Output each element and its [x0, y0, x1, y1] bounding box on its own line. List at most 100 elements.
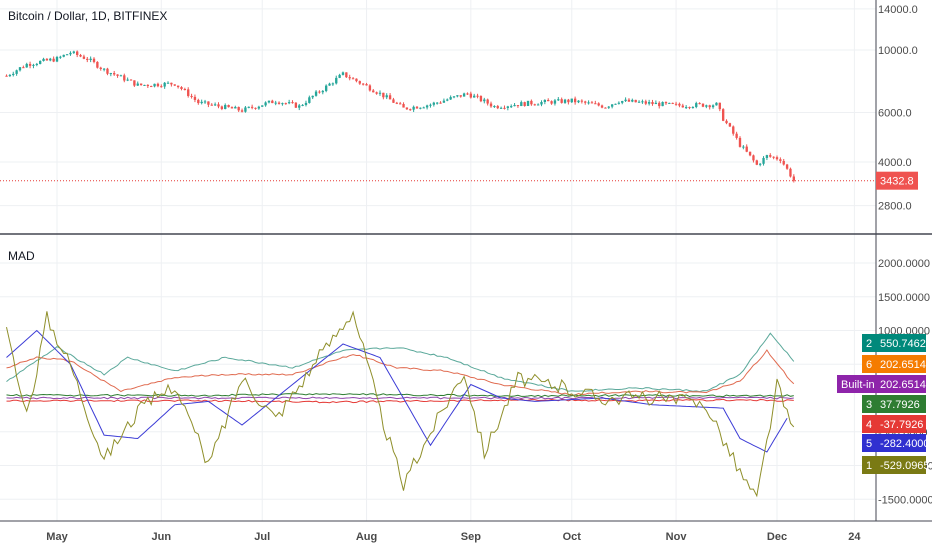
candle-body: [718, 102, 721, 110]
time-tick-label: 24: [848, 531, 861, 543]
candle-body: [86, 58, 89, 60]
candle-body: [705, 105, 708, 107]
candle-body: [651, 102, 654, 105]
candle-body: [298, 105, 301, 108]
candle-body: [264, 102, 267, 106]
indicator-tick-label: -1500.0000: [878, 494, 932, 506]
mad-series-1: [6, 310, 795, 498]
candle-body: [348, 77, 351, 79]
candle-body: [119, 75, 123, 77]
candle-body: [99, 67, 102, 69]
indicator-badge-3: 3 37.7926: [862, 395, 926, 413]
candle-body: [143, 84, 146, 86]
candle-body: [573, 98, 577, 103]
candle-body: [698, 103, 701, 105]
candle-body: [109, 73, 113, 75]
candle-body: [604, 107, 607, 109]
candle-body: [274, 102, 277, 104]
candle-body: [22, 67, 25, 69]
candle-body: [567, 99, 570, 103]
candle-body: [765, 155, 769, 158]
candle-body: [76, 51, 79, 56]
time-tick-label: Aug: [356, 531, 377, 543]
candle-body: [361, 83, 365, 85]
candle-body: [627, 99, 631, 102]
candle-body: [136, 83, 139, 86]
candle-body: [311, 95, 314, 98]
candle-body: [641, 101, 644, 103]
candle-body: [721, 109, 725, 121]
candle-body: [678, 103, 681, 106]
candle-body: [577, 100, 580, 103]
candle-body: [684, 107, 688, 109]
candle-body: [728, 123, 732, 127]
candle-body: [742, 146, 745, 148]
candle-body: [496, 106, 499, 109]
candle-body: [193, 96, 197, 100]
time-tick-label: May: [46, 531, 68, 543]
candle-body: [45, 58, 49, 61]
candle-body: [419, 107, 422, 109]
mad-series-6: [6, 349, 795, 396]
indicator-badge-4: 4 -37.7926: [862, 415, 926, 433]
candle-body: [466, 93, 469, 95]
candle-body: [382, 92, 385, 98]
badge-background: [862, 355, 926, 373]
candle-body: [39, 60, 42, 64]
candle-body: [600, 105, 604, 108]
badge-label: 3: [866, 399, 872, 411]
last-price-badge-text: 3432.8: [880, 176, 914, 188]
indicator-badge-2: 2 550.7462: [862, 334, 926, 352]
candle-body: [415, 106, 419, 109]
price-tick-label: 6000.0: [878, 107, 912, 119]
candle-body: [308, 97, 311, 103]
candle-body: [378, 92, 382, 94]
candle-body: [69, 52, 72, 55]
candle-body: [355, 78, 358, 82]
indicator-tick-label: 2000.0000: [878, 258, 930, 270]
candle-body: [701, 103, 705, 107]
candle-body: [304, 102, 308, 105]
candle-body: [499, 107, 503, 109]
candle-body: [261, 105, 264, 107]
candle-body: [59, 56, 62, 58]
candle-body: [365, 84, 368, 86]
indicator-badge-6: 6 202.6514: [862, 355, 926, 373]
candle-body: [557, 99, 560, 101]
candle-body: [372, 90, 375, 93]
candle-body: [550, 101, 553, 104]
candle-body: [624, 99, 627, 102]
candle-body: [637, 101, 641, 103]
candle-body: [644, 101, 647, 104]
candle-body: [106, 68, 109, 74]
candle-body: [173, 84, 176, 86]
candle-body: [459, 95, 462, 97]
candle-body: [321, 90, 324, 93]
candle-body: [247, 106, 250, 108]
candle-body: [15, 70, 18, 74]
time-axis[interactable]: May Jun Jul Aug Sep Oct Nov Dec 24: [46, 531, 861, 543]
candle-body: [631, 99, 634, 102]
candle-body: [432, 102, 435, 105]
candle-body: [18, 67, 22, 71]
price-tick-label: 2800.0: [878, 201, 912, 213]
candle-body: [708, 105, 711, 108]
candle-body: [607, 106, 610, 108]
candle-body: [28, 63, 32, 66]
candle-body: [65, 54, 69, 56]
time-tick-label: Nov: [666, 531, 688, 543]
candle-body: [230, 107, 234, 109]
candle-body: [745, 146, 748, 152]
candle-body: [399, 103, 402, 105]
candle-body: [483, 99, 486, 102]
candle-body: [762, 157, 765, 164]
candle-body: [126, 79, 129, 81]
candle-body: [187, 89, 190, 96]
candle-body: [52, 58, 55, 62]
candle-body: [96, 61, 99, 68]
badge-value: -282.4000: [880, 438, 930, 450]
candle-body: [614, 103, 617, 105]
candle-body: [647, 102, 651, 104]
price-axis[interactable]: 14000.0 10000.0 6000.0 4000.0 2800.0: [878, 4, 918, 213]
